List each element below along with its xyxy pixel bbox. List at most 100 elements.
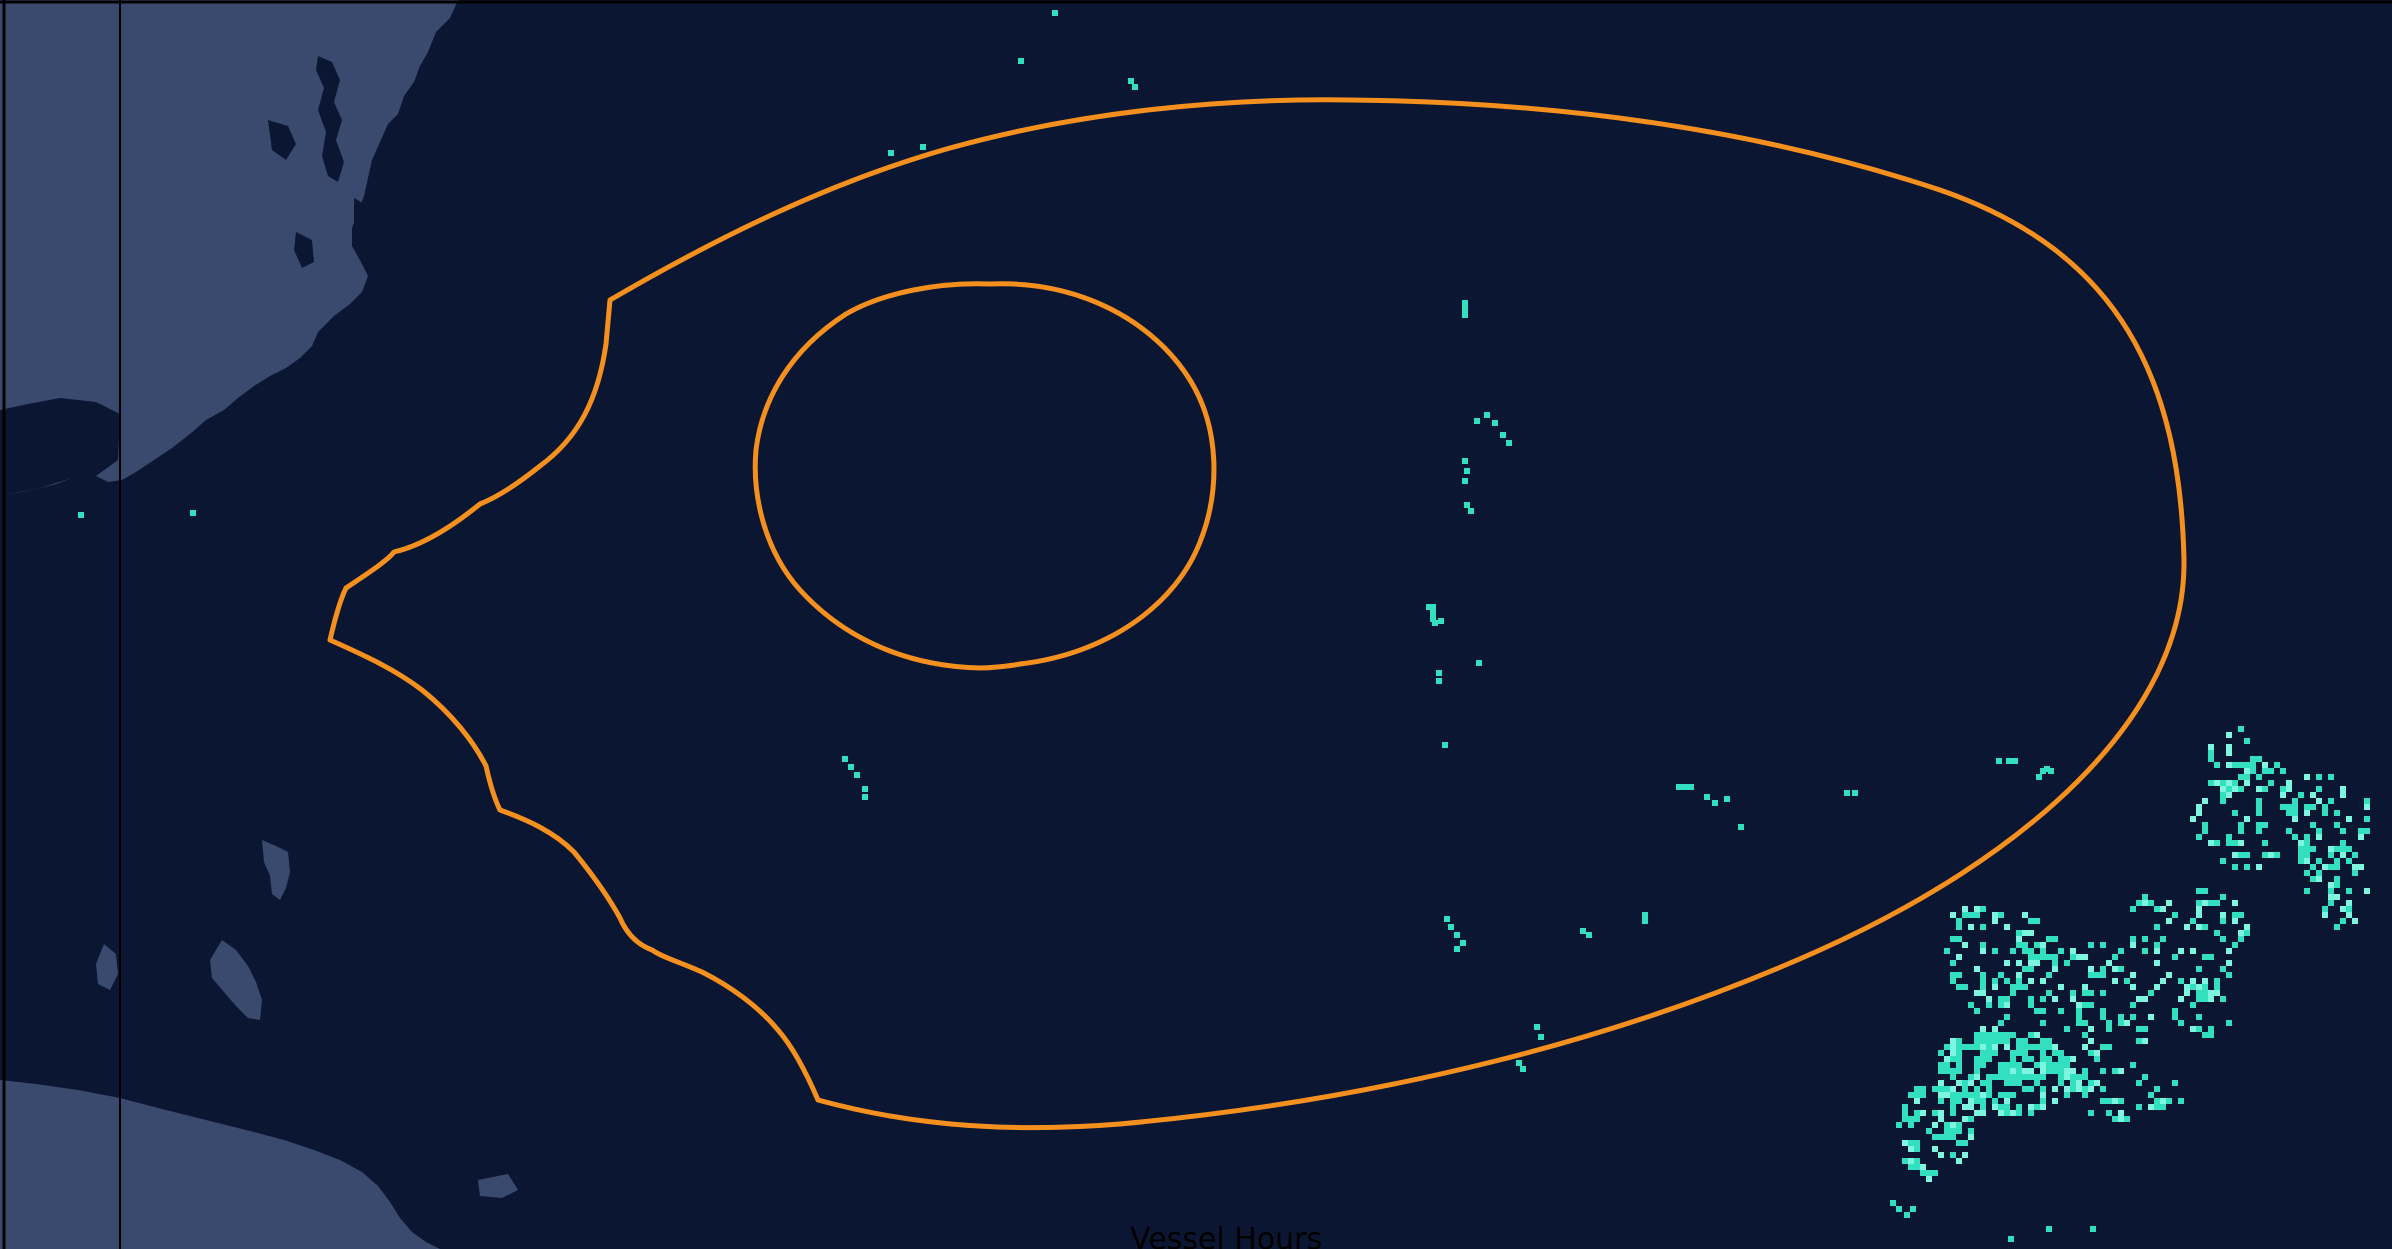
vessel-activity-cell xyxy=(1944,1056,1950,1062)
vessel-activity-cell xyxy=(2040,1008,2046,1014)
vessel-activity-cell xyxy=(1974,1110,1980,1116)
vessel-activity-cell xyxy=(1974,1086,1980,1092)
vessel-activity-cell xyxy=(2250,756,2256,762)
vessel-activity-cell xyxy=(2040,1056,2046,1062)
vessel-activity-cell xyxy=(1962,1086,1968,1092)
vessel-activity-cell xyxy=(2304,852,2310,858)
vessel-activity-cell xyxy=(2100,990,2106,996)
vessel-activity-cell xyxy=(2010,948,2016,954)
vessel-activity-cell xyxy=(2340,786,2346,792)
vessel-activity-cell xyxy=(1938,1116,1944,1122)
vessel-activity-cell xyxy=(1950,1098,1956,1104)
vessel-activity-cell xyxy=(2322,912,2328,918)
vessel-activity-cell xyxy=(1992,984,1998,990)
vessel-activity-cell xyxy=(2304,840,2310,846)
outer-boundary-line[interactable] xyxy=(327,97,2187,1131)
vessel-activity-cell xyxy=(1998,1062,2004,1068)
vessel-activity-cell xyxy=(1950,1074,1956,1080)
boundary-outlines[interactable] xyxy=(327,97,2187,1131)
vessel-activity-cell xyxy=(2136,1038,2142,1044)
vessel-activity-cell xyxy=(2088,972,2094,978)
land-south-islet xyxy=(478,1174,518,1198)
vessel-activity-cell xyxy=(1914,1164,1920,1170)
vessel-activity-cell xyxy=(2004,1092,2010,1098)
vessel-activity-cell xyxy=(1956,1044,1962,1050)
vessel-activity-cell xyxy=(2052,996,2058,1002)
vessel-activity-cell xyxy=(2196,1026,2202,1032)
vessel-activity-cell xyxy=(1956,1098,1962,1104)
vessel-activity-cell xyxy=(2082,1002,2088,1008)
vessel-activity-cell xyxy=(1914,1140,1920,1146)
vessel-activity-cell xyxy=(2028,1104,2034,1110)
inner-boundary-line[interactable] xyxy=(752,281,1217,671)
vessel-activity-cell xyxy=(2196,804,2202,810)
vessel-activity-cell xyxy=(2202,996,2208,1002)
vessel-activity-cell xyxy=(2142,900,2148,906)
vessel-activity-cell xyxy=(1908,1164,1914,1170)
vessel-activity-cell xyxy=(2184,984,2190,990)
vessel-activity-cell xyxy=(1944,1062,1950,1068)
vessel-activity-cell xyxy=(1724,796,1730,802)
vessel-activity-cell xyxy=(2052,966,2058,972)
vessel-activity-cell xyxy=(2202,822,2208,828)
vessel-activity-cell xyxy=(2268,768,2274,774)
vessel-activity-cell xyxy=(1998,1002,2004,1008)
vessel-activity-cell xyxy=(2244,924,2250,930)
vessel-activity-cell xyxy=(2040,1074,2046,1080)
vessel-activity-cell xyxy=(2238,786,2244,792)
vessel-activity-cell xyxy=(2028,1074,2034,1080)
vessel-activity-cell xyxy=(2238,930,2244,936)
vessel-activity-cell xyxy=(2028,1086,2034,1092)
vessel-activity-cell xyxy=(1980,948,1986,954)
vessel-activity-cell xyxy=(1908,1146,1914,1152)
vessel-activity-cell xyxy=(2322,810,2328,816)
vessel-activity-cell xyxy=(2004,1104,2010,1110)
vessel-activity-cell xyxy=(2358,828,2364,834)
vessel-activity-cell xyxy=(2022,942,2028,948)
vessel-activity-cell xyxy=(1956,1050,1962,1056)
vessel-activity-cell xyxy=(2256,798,2262,804)
vessel-activity-cell xyxy=(2136,1080,2142,1086)
vessel-activity-cell xyxy=(2226,732,2232,738)
vessel-activity-cell xyxy=(1908,1116,1914,1122)
vessel-activity-cell xyxy=(2064,1062,2070,1068)
vessel-activity-cell xyxy=(2028,1068,2034,1074)
vessel-activity-cell xyxy=(2046,1044,2052,1050)
vessel-activity-cell xyxy=(2004,960,2010,966)
vessel-activity-cell xyxy=(2334,924,2340,930)
vessel-activity-cell xyxy=(2040,996,2046,1002)
vessel-activity-cell xyxy=(2196,834,2202,840)
vessel-activity-cell xyxy=(2022,1074,2028,1080)
vessel-activity-cell xyxy=(1430,604,1436,622)
vessel-activity-cell xyxy=(1938,1098,1944,1104)
vessel-activity-cell xyxy=(1506,440,1512,446)
vessel-activity-cell xyxy=(2244,774,2250,780)
land-south-west xyxy=(0,1080,440,1249)
vessel-activity-cell xyxy=(1920,1170,1926,1176)
vessel-activity-cell xyxy=(2048,768,2054,774)
vessel-activity-cell xyxy=(2352,918,2358,924)
vessel-activity-cell xyxy=(2022,1044,2028,1050)
vessel-activity-cell xyxy=(1128,78,1134,84)
vessel-activity-cell xyxy=(1844,790,1850,796)
vessel-activity-cell xyxy=(2160,978,2166,984)
vessel-activity-cell xyxy=(1944,1044,1950,1050)
vessel-activity-cell xyxy=(2112,954,2118,960)
vessel-activity-cell xyxy=(2268,780,2274,786)
vessel-activity-cell xyxy=(2208,990,2214,996)
vessel-activity-cell xyxy=(1950,1050,1956,1056)
vessel-activity-cell xyxy=(2202,828,2208,834)
vessel-activity-cell xyxy=(2172,1014,2178,1020)
vessel-activity-cell xyxy=(1986,1086,1992,1092)
vessel-activity-cell xyxy=(2034,1062,2040,1068)
vessel-activity-cell xyxy=(1908,1122,1914,1128)
vessel-activity-cell xyxy=(2352,870,2358,876)
vessel-activity-cell xyxy=(1980,1038,1986,1044)
vessel-activity-cell xyxy=(2304,858,2310,864)
vessel-activity-cell xyxy=(2010,1032,2016,1038)
vessel-activity-cell xyxy=(1642,918,1648,924)
vessel-activity-cell xyxy=(2244,816,2250,822)
